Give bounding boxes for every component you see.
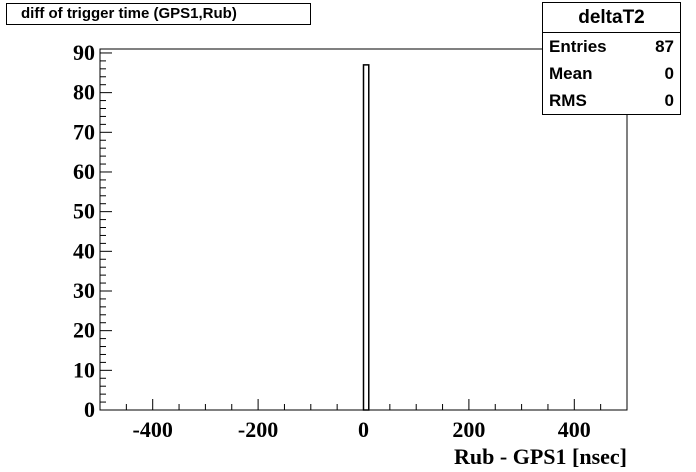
- x-tick-label: -200: [238, 417, 278, 442]
- y-tick-label: 80: [73, 80, 95, 105]
- stats-row-mean: Mean 0: [543, 60, 680, 87]
- stats-mean-label: Mean: [549, 64, 593, 83]
- stats-entries-value: 87: [655, 37, 674, 56]
- y-tick-label: 40: [73, 238, 95, 263]
- x-tick-label: 400: [558, 417, 591, 442]
- y-tick-label: 10: [73, 357, 95, 382]
- histogram-title: diff of trigger time (GPS1,Rub): [6, 3, 311, 25]
- y-tick-label: 70: [73, 119, 95, 144]
- stats-box: deltaT2 Entries 87 Mean 0 RMS 0: [542, 2, 681, 115]
- stats-rms-label: RMS: [549, 91, 587, 110]
- x-tick-label: 200: [452, 417, 485, 442]
- x-tick-label: -400: [133, 417, 173, 442]
- y-tick-label: 30: [73, 278, 95, 303]
- x-axis-label: Rub - GPS1 [nsec]: [454, 444, 627, 469]
- y-tick-label: 0: [84, 397, 95, 422]
- y-tick-label: 20: [73, 318, 95, 343]
- stats-entries-label: Entries: [549, 37, 607, 56]
- y-tick-label: 90: [73, 40, 95, 65]
- x-tick-label: 0: [358, 417, 369, 442]
- stats-rms-value: 0: [664, 91, 674, 110]
- y-tick-label: 60: [73, 159, 95, 184]
- histogram-bar: [362, 64, 370, 411]
- stats-title: deltaT2: [543, 3, 680, 33]
- stats-row-rms: RMS 0: [543, 87, 680, 114]
- stats-row-entries: Entries 87: [543, 33, 680, 60]
- y-tick-label: 50: [73, 199, 95, 224]
- stats-mean-value: 0: [664, 64, 674, 83]
